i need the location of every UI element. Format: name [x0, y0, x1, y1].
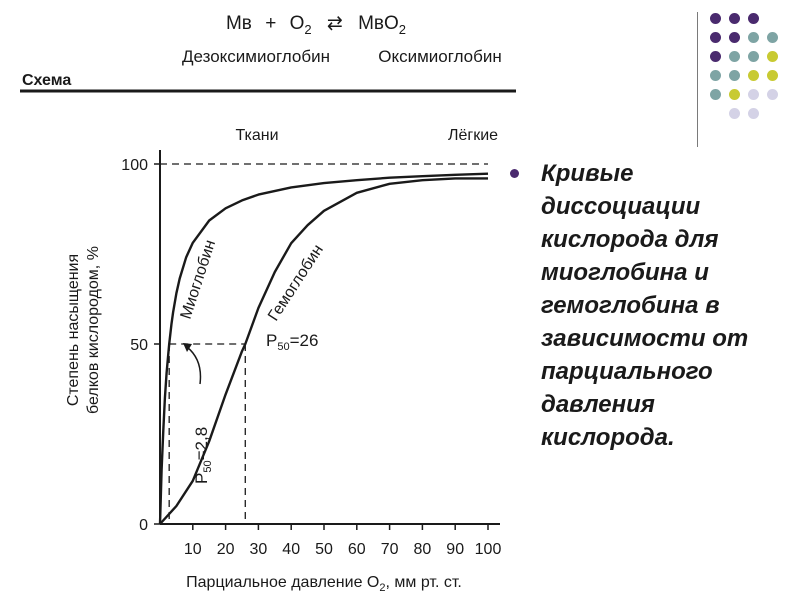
label-lungs: Лёгкие	[448, 127, 498, 144]
deoxymyoglobin-label: Дезоксимиоглобин	[182, 47, 330, 66]
decor-dot	[729, 13, 740, 24]
caption-line: парциального	[541, 358, 713, 385]
caption-line: диссоциации	[541, 193, 701, 220]
p50-hemoglobin-label: P50=26	[266, 331, 318, 353]
caption-line: кислорода для	[541, 226, 719, 253]
equation-right: MвO	[358, 13, 399, 34]
decor-dot	[767, 51, 778, 62]
myoglobin-label: Миоглобин	[178, 238, 220, 321]
decor-divider-line	[697, 12, 698, 147]
hemoglobin-curve	[159, 177, 488, 525]
caption-line: Кривые	[541, 160, 634, 187]
y-tick-label: 50	[130, 337, 148, 354]
decor-dot	[729, 51, 740, 62]
decor-dot	[710, 13, 721, 24]
decor-dot	[729, 32, 740, 43]
oxymyoglobin-label: Оксимиоглобин	[378, 47, 502, 66]
label-tissues: Ткани	[235, 127, 278, 144]
equation-left: Мв	[226, 13, 252, 34]
bullet-dot	[510, 169, 519, 178]
equation-plus: +	[265, 13, 276, 34]
equation-right-sub: 2	[399, 22, 406, 37]
x-tick-label: 30	[250, 541, 268, 558]
decor-dot	[710, 70, 721, 81]
x-tick-label: 100	[475, 541, 502, 558]
p50-myoglobin-label: P50=2,8	[192, 427, 214, 484]
y-axis-label: белков кислородом, %	[85, 246, 102, 414]
p50-arrow-head	[183, 343, 192, 352]
equation-arrow: ⇄	[327, 13, 343, 34]
p50-arrow-shaft	[186, 346, 202, 385]
caption-line: гемоглобина в	[541, 292, 720, 319]
decor-dot	[710, 51, 721, 62]
myoglobin-curve	[158, 172, 489, 525]
x-tick-label: 80	[414, 541, 432, 558]
x-tick-label: 20	[217, 541, 235, 558]
scheme-label: Схема	[22, 72, 71, 89]
equation: Мв + O2 ⇄ MвO2	[226, 13, 406, 39]
decor-dot	[767, 89, 778, 100]
decor-dot	[748, 32, 759, 43]
y-tick-label: 0	[139, 517, 148, 534]
caption-line: миоглобина и	[541, 259, 709, 286]
equation-o2: O	[290, 13, 305, 34]
decor-dot	[748, 13, 759, 24]
dissociation-chart: 10 20 30 40 50 60 70 80 90 100 0 50 100 Парциальное д…	[65, 127, 501, 594]
x-tick-label: 10	[184, 541, 202, 558]
caption-line: зависимости от	[541, 325, 749, 352]
x-axis-label: Парциальное давление O2, мм рт. ст.	[186, 574, 462, 594]
x-tick-label: 70	[381, 541, 399, 558]
x-tick-label: 40	[282, 541, 300, 558]
decor-dot	[748, 70, 759, 81]
decor-dot	[710, 89, 721, 100]
decor-dot	[729, 108, 740, 119]
y-tick-label: 100	[121, 157, 148, 174]
decor-dot	[767, 32, 778, 43]
equation-o2-sub: 2	[304, 22, 311, 37]
decor-dot	[767, 70, 778, 81]
decor-dot	[729, 70, 740, 81]
x-tick-label: 50	[315, 541, 333, 558]
x-tick-label: 60	[348, 541, 366, 558]
decor-dot	[748, 108, 759, 119]
y-axis-label: Степень насыщения	[65, 254, 82, 406]
decor-dot-grid	[700, 10, 800, 130]
x-tick-label: 90	[446, 541, 464, 558]
caption-line: давления	[541, 391, 655, 418]
decor-dot	[729, 89, 740, 100]
caption-line: кислорода.	[541, 424, 675, 451]
decor-dot	[748, 89, 759, 100]
caption-text: Кривые диссоциации кислорода для миоглобина…	[541, 157, 796, 454]
decor-dot	[748, 51, 759, 62]
hemoglobin-label: Гемоглобин	[265, 242, 327, 324]
decor-dot	[710, 32, 721, 43]
